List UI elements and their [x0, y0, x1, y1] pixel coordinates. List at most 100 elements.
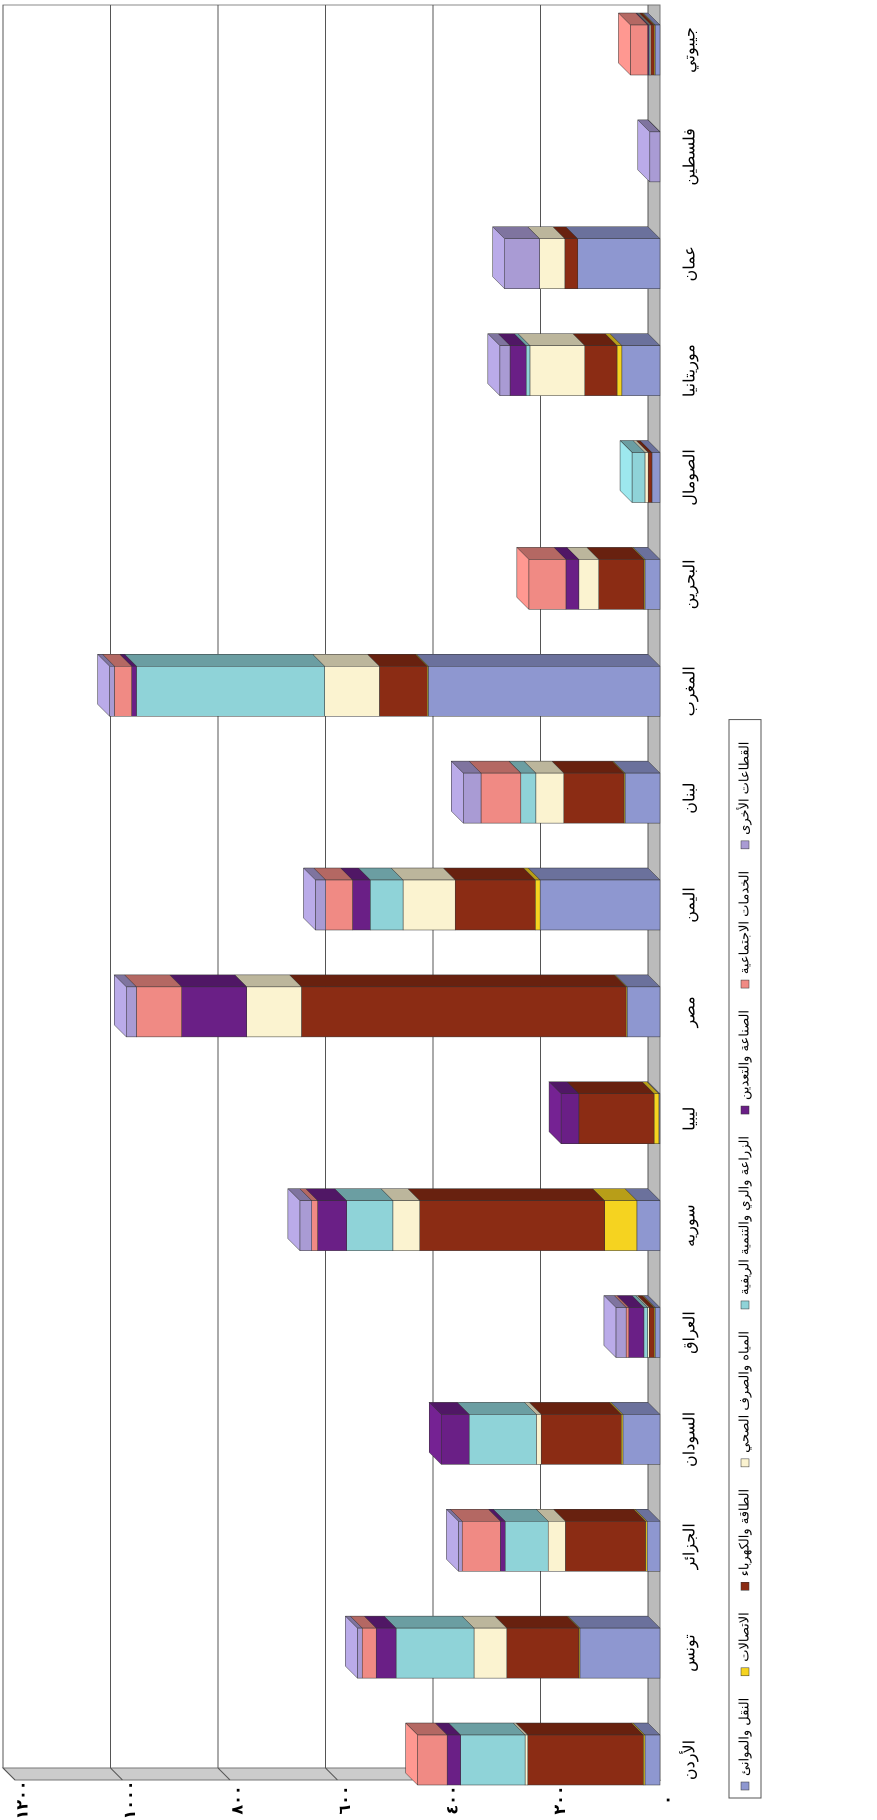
bar-segment — [615, 1307, 627, 1358]
bar-segment — [500, 1521, 506, 1572]
bar-segment — [463, 772, 482, 824]
x-tick-label: الصومال — [680, 449, 700, 506]
bar-segment — [352, 879, 371, 931]
bar-segment — [622, 1414, 661, 1465]
bar-segment — [646, 1521, 661, 1572]
y-tick-label: ٤٠٠ — [443, 1785, 462, 1814]
bar-segment — [126, 986, 137, 1038]
y-tick-label: ٠ — [658, 1795, 677, 1805]
bar-top — [487, 333, 501, 397]
y-tick-label: ١٠٠٠ — [120, 1780, 139, 1819]
grid-line-depth — [217, 1767, 231, 1781]
bar-segment — [524, 1734, 529, 1786]
bar-segment — [547, 1521, 566, 1572]
bar-side — [123, 654, 326, 667]
legend-text: المياه والصرف الصحي — [738, 1331, 753, 1453]
bar-segment — [346, 1200, 394, 1251]
bar-segment — [625, 1307, 630, 1358]
bar-segment — [578, 1093, 655, 1144]
bar-segment — [565, 1521, 646, 1572]
legend-swatch — [740, 1781, 750, 1791]
bar-segment — [136, 986, 182, 1038]
bar-segment — [598, 559, 645, 610]
bar-segment — [540, 1414, 622, 1465]
legend-box — [728, 719, 762, 1799]
bar-segment — [357, 1627, 363, 1679]
x-tick-label: المغرب — [680, 666, 700, 716]
x-tick-label: تونس — [680, 1634, 700, 1672]
bar-top — [97, 653, 110, 717]
y-tick-label: ١٢٠٠ — [13, 1780, 32, 1819]
bar-segment — [563, 772, 625, 824]
bar-segment — [480, 772, 522, 824]
legend-text: النقل والموانئ — [738, 1698, 753, 1776]
bar-side — [527, 867, 661, 881]
y-tick-label: ٨٠٠ — [228, 1785, 247, 1814]
bar-segment — [628, 1307, 645, 1358]
x-tick-label: عمان — [680, 246, 699, 281]
bar-segment — [473, 1627, 508, 1679]
x-tick-label: لبنان — [680, 783, 699, 814]
bar-segment — [461, 1521, 501, 1572]
legend-text: الطاقة والكهرباء — [738, 1489, 753, 1576]
bar-side — [567, 1615, 661, 1629]
bar-segment — [644, 452, 649, 503]
bar-segment — [624, 772, 661, 824]
grid-line-depth — [110, 1767, 123, 1781]
x-tick-label: الأردن — [679, 1740, 700, 1780]
bar-side — [528, 1402, 622, 1415]
x-tick-label: فلسطين — [680, 128, 700, 185]
bar-top — [603, 1294, 617, 1359]
bar-segment — [525, 345, 531, 396]
bar-side — [566, 1081, 655, 1094]
bar-segment — [499, 345, 511, 396]
bar-segment — [402, 879, 456, 931]
legend-text: الاتصالات — [738, 1612, 753, 1662]
bar-segment — [317, 1200, 347, 1251]
bar-side — [415, 654, 661, 667]
bar-segment — [504, 1521, 549, 1572]
bar-side — [515, 1722, 644, 1736]
bar-segment — [379, 666, 428, 717]
legend-swatch — [740, 1300, 750, 1310]
bar-segment — [644, 559, 661, 610]
bar-side — [565, 226, 661, 239]
bar-segment — [361, 1627, 377, 1679]
legend-text: القطاعات الأخرى — [736, 742, 753, 835]
bar-side — [494, 1615, 580, 1629]
bar-segment — [527, 1734, 644, 1786]
bar-segment — [246, 986, 302, 1038]
bar-top — [428, 1401, 442, 1465]
bar-segment — [181, 986, 247, 1038]
x-tick-label: ليبيا — [680, 1107, 699, 1131]
bar-segment — [370, 879, 404, 931]
x-tick-label: سوريه — [680, 1204, 700, 1246]
bar-top — [303, 867, 316, 931]
legend-text: الخدمات الاجتماعية — [738, 871, 753, 974]
bar-segment — [630, 24, 648, 76]
y-tick-label: ٦٠٠ — [335, 1785, 354, 1814]
bar-segment — [626, 986, 661, 1038]
bar-segment — [299, 1200, 312, 1251]
bar-segment — [375, 1627, 397, 1679]
grid-line-depth — [2, 1767, 16, 1781]
bar-segment — [565, 559, 580, 610]
bar-segment — [506, 1627, 580, 1679]
x-tick-label: البحرين — [680, 559, 700, 609]
x-tick-label: اليمن — [680, 887, 700, 923]
bar-segment — [509, 345, 527, 396]
x-tick-label: موريتانيا — [680, 344, 700, 397]
bar-side — [551, 760, 625, 774]
bar-top — [492, 226, 505, 290]
legend-swatch — [740, 1458, 750, 1468]
bar-segment — [520, 772, 537, 824]
bar-segment — [446, 1734, 461, 1786]
bar-segment — [539, 879, 661, 931]
bar-side — [169, 974, 248, 988]
bar-segment — [460, 1734, 526, 1786]
bar-segment — [584, 345, 618, 396]
legend-swatch — [740, 979, 750, 989]
x-tick-label: جيبوتي — [680, 27, 700, 73]
bar-segment — [504, 238, 540, 289]
